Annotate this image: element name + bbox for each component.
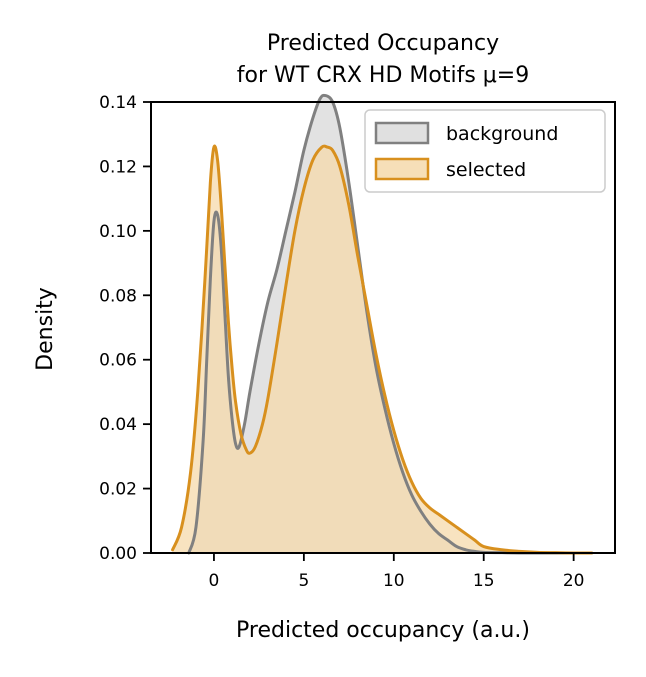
legend: background selected [364,109,606,193]
legend-label-background: background [446,123,558,145]
y-tick-label: 0.06 [99,351,137,371]
y-tick-label: 0.12 [99,157,137,177]
legend-swatch-selected [374,157,430,181]
y-axis-label: Density [33,287,58,371]
series-fill-selected [172,146,592,553]
x-axis-label: Predicted occupancy (a.u.) [236,618,530,643]
x-tick-label: 20 [563,571,585,591]
series-line-selected [171,144,594,555]
y-tick-label: 0.14 [99,93,137,113]
y-tick-label: 0.10 [99,222,137,242]
x-tick-label: 0 [209,571,220,591]
legend-swatch-background [374,121,430,145]
axes-frame [150,101,616,554]
density-lines [171,93,594,555]
y-tick-label: 0.02 [99,480,137,500]
y-axis-ticks: 0.00 0.02 0.04 0.06 0.08 0.10 0.12 0.14 [99,93,151,564]
y-tick-label: 0.04 [99,415,137,435]
x-tick-label: 15 [473,571,495,591]
x-tick-label: 10 [383,571,405,591]
x-axis-ticks: 0 5 10 15 20 [209,553,585,591]
y-tick-label: 0.08 [99,286,137,306]
density-fills [172,95,592,553]
chart-title-line-2: for WT CRX HD Motifs μ=9 [237,63,529,88]
y-tick-label: 0.00 [99,544,137,564]
series-line-background [187,93,594,555]
x-tick-label: 5 [298,571,309,591]
chart-title-line-1: Predicted Occupancy [267,31,499,56]
legend-label-selected: selected [446,159,526,181]
